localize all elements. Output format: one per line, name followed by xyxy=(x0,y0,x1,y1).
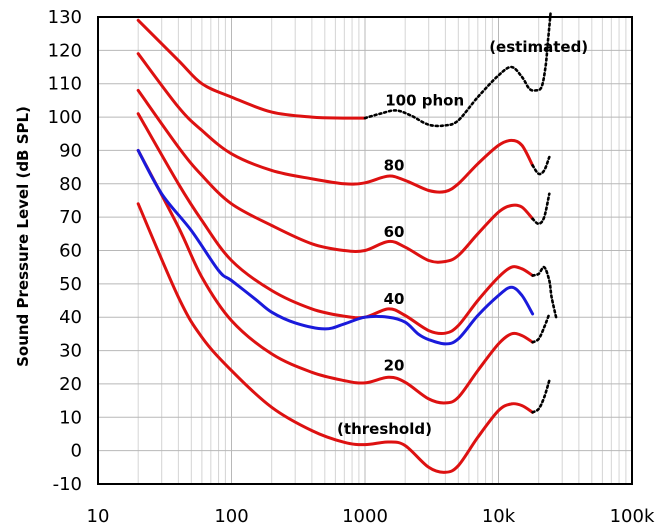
annotation-label: 40 xyxy=(384,290,405,308)
series-line-100-phon xyxy=(136,18,367,120)
series-line-80-phon-est xyxy=(531,155,551,176)
annotation-label: 100 phon xyxy=(385,91,464,109)
y-tick-label: 80 xyxy=(59,174,82,195)
series-line-threshold-est xyxy=(531,379,551,414)
y-tick-label: 70 xyxy=(59,207,82,228)
y-tick-label: 120 xyxy=(48,40,82,61)
series-line-reference xyxy=(136,148,535,346)
series-line-80-phon xyxy=(136,52,535,194)
annotations: (estimated) 100 phon 80 60 40 20 (threshold) xyxy=(337,38,588,438)
y-tick-label: 60 xyxy=(59,241,82,262)
y-axis-label: Sound Pressure Level (dB SPL) xyxy=(14,106,32,367)
x-tick-label: 100k xyxy=(610,506,655,525)
y-tick-label: 110 xyxy=(48,74,82,95)
y-tick-label: 90 xyxy=(59,140,82,161)
y-tick-label: 50 xyxy=(59,274,82,295)
annotation-label: 20 xyxy=(384,357,405,375)
y-tick-label: 100 xyxy=(48,107,82,128)
series-layer xyxy=(136,12,558,474)
annotation-label: 60 xyxy=(384,223,405,241)
y-tick-label: -10 xyxy=(53,474,82,495)
x-tick-label: 10k xyxy=(482,506,516,525)
annotation-label: (threshold) xyxy=(337,420,432,438)
series-line-threshold xyxy=(136,202,535,474)
y-tick-label: 10 xyxy=(59,407,82,428)
y-tick-label: 20 xyxy=(59,374,82,395)
y-tick-label: 0 xyxy=(71,441,82,462)
x-tick-label: 10 xyxy=(87,506,110,525)
series-line-20-phon xyxy=(136,148,535,405)
x-tick-label: 1000 xyxy=(342,506,388,525)
plot-frame xyxy=(97,16,633,485)
annotation-label: 80 xyxy=(384,156,405,174)
y-tick-label: 40 xyxy=(59,307,82,328)
x-axis-ticks: 10 100 1000 10k 100k xyxy=(87,506,655,525)
series-line-40-phon-est xyxy=(531,265,558,319)
y-tick-label: 30 xyxy=(59,341,82,362)
annotation-label: (estimated) xyxy=(489,38,588,56)
series-line-60-phon xyxy=(136,88,535,264)
series-line-40-phon xyxy=(136,112,535,336)
x-tick-label: 100 xyxy=(214,506,248,525)
series-line-20-phon-est xyxy=(531,312,551,344)
y-tick-label: 130 xyxy=(48,7,82,28)
series-line-60-phon-est xyxy=(531,192,551,226)
series-line-100-phon-est xyxy=(363,12,552,128)
